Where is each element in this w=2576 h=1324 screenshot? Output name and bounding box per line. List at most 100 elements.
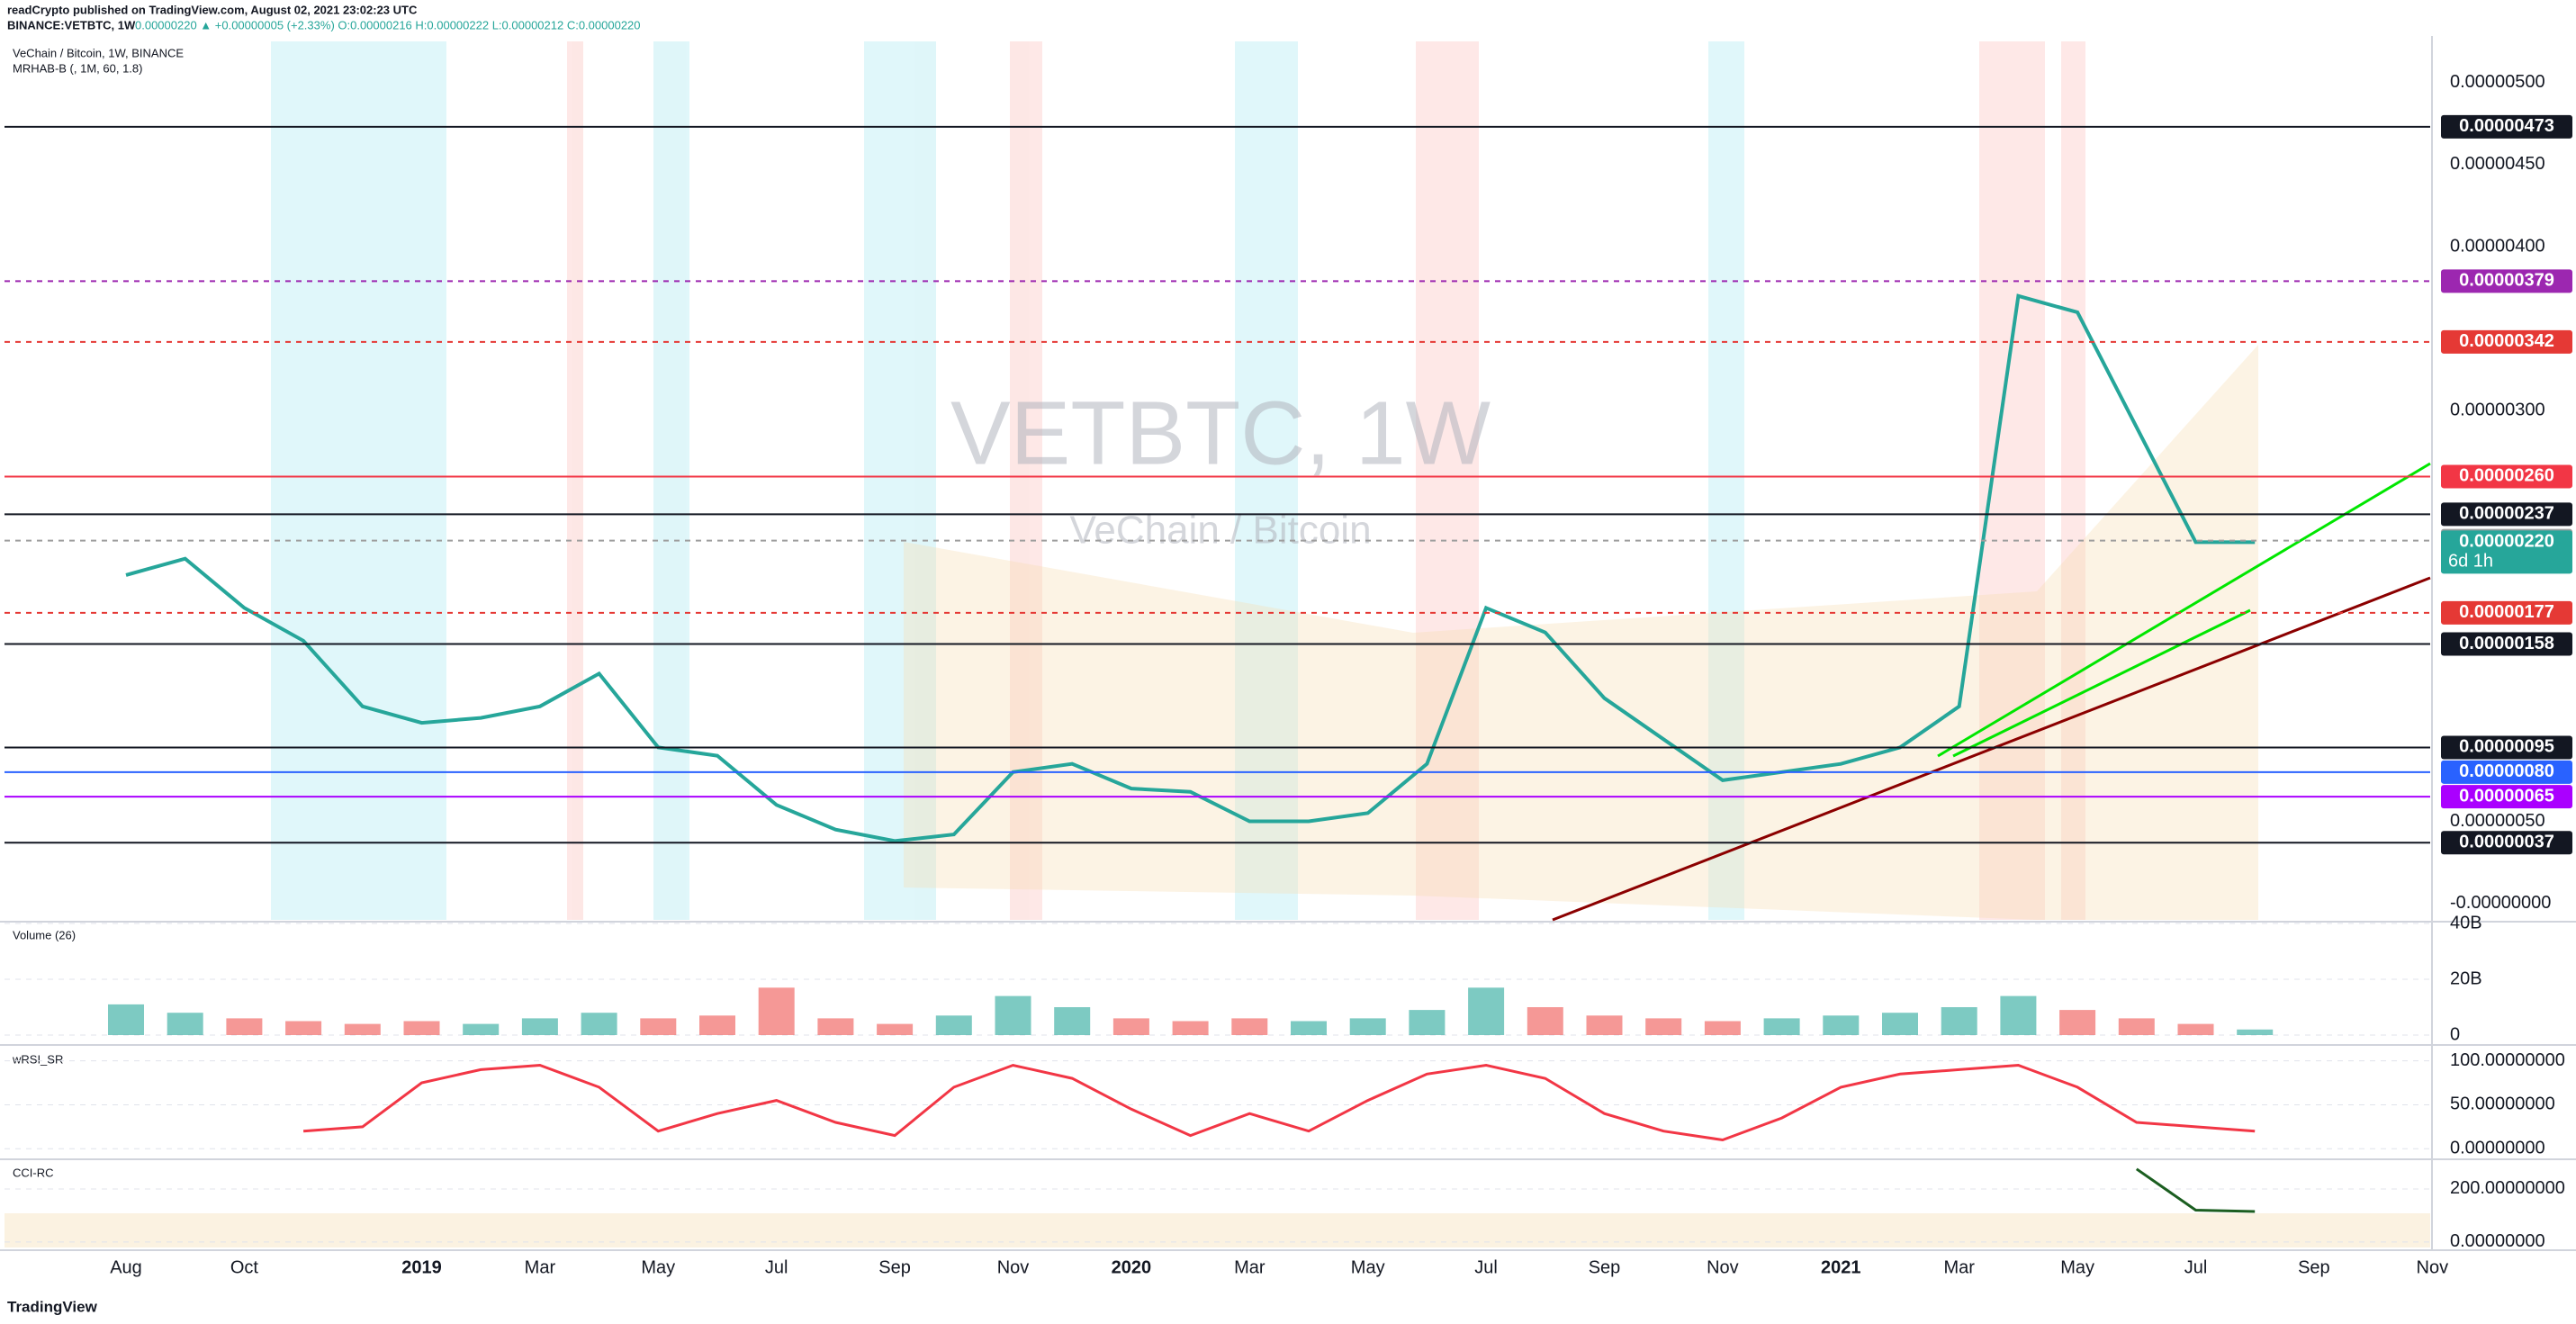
y-tick-label: 0 bbox=[2450, 1024, 2460, 1044]
x-tick-label: May bbox=[1351, 1257, 1385, 1277]
volume-bar bbox=[581, 1013, 617, 1035]
x-tick-label: Oct bbox=[230, 1257, 259, 1277]
x-tick-label: Sep bbox=[878, 1257, 911, 1277]
y-tick-label: -0.00000000 bbox=[2450, 893, 2551, 913]
x-tick-label: 2021 bbox=[1821, 1257, 1861, 1277]
x-tick-label: Nov bbox=[997, 1257, 1030, 1277]
pane-title: CCI-RC bbox=[13, 1166, 54, 1179]
volume-bar bbox=[2237, 1029, 2274, 1035]
price-label-box bbox=[2441, 632, 2572, 656]
price-label-box bbox=[2441, 329, 2572, 354]
volume-bar bbox=[640, 1018, 677, 1035]
volume-bar bbox=[1941, 1007, 1977, 1035]
publisher: readCrypto published on TradingView.com,… bbox=[7, 3, 418, 16]
y-tick-label: 40B bbox=[2450, 913, 2482, 932]
price-label: 0.00000342 bbox=[2459, 331, 2554, 351]
y-tick-label: 0.00000500 bbox=[2450, 72, 2545, 92]
pane-title: Volume (26) bbox=[13, 928, 76, 941]
price-label-box bbox=[2441, 760, 2572, 784]
volume-bar bbox=[1704, 1021, 1741, 1035]
volume-bar bbox=[1468, 987, 1505, 1035]
volume-bar bbox=[1291, 1021, 1327, 1035]
price-label: 0.00000095 bbox=[2459, 737, 2554, 757]
watermark: VETBTC, 1W bbox=[950, 383, 1491, 483]
price-label-box bbox=[2441, 530, 2572, 574]
volume-bar bbox=[1172, 1021, 1209, 1035]
x-tick-label: Nov bbox=[2417, 1257, 2449, 1277]
volume-bar bbox=[1054, 1007, 1091, 1035]
y-tick-label: 0.00000000 bbox=[2450, 1139, 2545, 1158]
y-tick-label: 20B bbox=[2450, 968, 2482, 988]
shade bbox=[1235, 41, 1298, 920]
price-label: 0.00000473 bbox=[2459, 116, 2554, 136]
volume-bar bbox=[1586, 1015, 1623, 1035]
volume-bar bbox=[167, 1013, 203, 1035]
x-tick-label: Jul bbox=[1474, 1257, 1498, 1277]
volume-bar bbox=[2177, 1023, 2214, 1035]
volume-bar bbox=[1527, 1007, 1563, 1035]
symbol: BINANCE:VETBTC, 1W bbox=[7, 18, 136, 32]
volume-bar bbox=[699, 1015, 735, 1035]
x-tick-label: Sep bbox=[2298, 1257, 2330, 1277]
price-label: 0.00000037 bbox=[2459, 833, 2554, 852]
y-tick-label: 50.00000000 bbox=[2450, 1094, 2555, 1114]
volume-bar bbox=[1645, 1018, 1682, 1035]
shade bbox=[2061, 41, 2085, 920]
y-tick-label: 0.00000000 bbox=[2450, 1231, 2545, 1251]
x-tick-label: Jul bbox=[2184, 1257, 2208, 1277]
x-tick-label: Mar bbox=[1234, 1257, 1265, 1277]
x-tick-label: 2019 bbox=[401, 1257, 442, 1277]
price-label-box bbox=[2441, 600, 2572, 625]
price-label-box bbox=[2441, 785, 2572, 809]
shade bbox=[271, 41, 446, 920]
volume-bar bbox=[1763, 1018, 1800, 1035]
volume-bar bbox=[1349, 1018, 1386, 1035]
volume-bar bbox=[758, 987, 795, 1035]
shade bbox=[567, 41, 583, 920]
trendline bbox=[1552, 576, 2431, 922]
price-label-box bbox=[2441, 114, 2572, 139]
volume-bar bbox=[463, 1023, 500, 1035]
line-series bbox=[302, 1063, 2256, 1142]
volume-bar bbox=[995, 995, 1031, 1035]
price-label: 0.00000237 bbox=[2459, 504, 2554, 524]
footer-logo: TradingView bbox=[7, 1298, 98, 1315]
price-label-box bbox=[2441, 464, 2572, 489]
countdown: 6d 1h bbox=[2448, 552, 2493, 572]
y-tick-label: 0.00000300 bbox=[2450, 401, 2545, 420]
volume-bar bbox=[2000, 995, 2037, 1035]
y-tick-label: 100.00000000 bbox=[2450, 1050, 2565, 1070]
y-tick-label: 200.00000000 bbox=[2450, 1178, 2565, 1198]
volume-bar bbox=[935, 1015, 972, 1035]
watermark-sub: VeChain / Bitcoin bbox=[1069, 509, 1371, 553]
trendline bbox=[1952, 608, 2251, 758]
volume-bar bbox=[1231, 1018, 1268, 1035]
volume-bar bbox=[521, 1018, 558, 1035]
x-tick-label: Aug bbox=[110, 1257, 142, 1277]
price-label: 0.00000158 bbox=[2459, 634, 2554, 653]
y-tick-label: 0.00000450 bbox=[2450, 154, 2545, 174]
price-label: 0.00000220 bbox=[2459, 532, 2554, 552]
y-tick-label: 0.00000050 bbox=[2450, 811, 2545, 831]
price-label: 0.00000080 bbox=[2459, 761, 2554, 781]
price-label-box bbox=[2441, 269, 2572, 293]
volume-bar bbox=[877, 1023, 914, 1035]
volume-bar bbox=[817, 1018, 854, 1035]
volume-bar bbox=[2059, 1010, 2096, 1035]
price-label: 0.00000065 bbox=[2459, 786, 2554, 806]
volume-bar bbox=[108, 1004, 144, 1035]
price-label: 0.00000379 bbox=[2459, 271, 2554, 291]
x-tick-label: Jul bbox=[765, 1257, 788, 1277]
trendline bbox=[1937, 462, 2431, 758]
quote: 0.00000220 ▲ +0.00000005 (+2.33%) O:0.00… bbox=[135, 18, 641, 32]
volume-bar bbox=[1409, 1010, 1446, 1035]
volume-bar bbox=[1882, 1013, 1918, 1035]
line-series bbox=[2135, 1167, 2256, 1213]
x-tick-label: Sep bbox=[1589, 1257, 1621, 1277]
volume-bar bbox=[1823, 1015, 1860, 1035]
x-tick-label: May bbox=[2060, 1257, 2094, 1277]
price-label-box bbox=[2441, 831, 2572, 855]
background-shading bbox=[271, 41, 2085, 920]
